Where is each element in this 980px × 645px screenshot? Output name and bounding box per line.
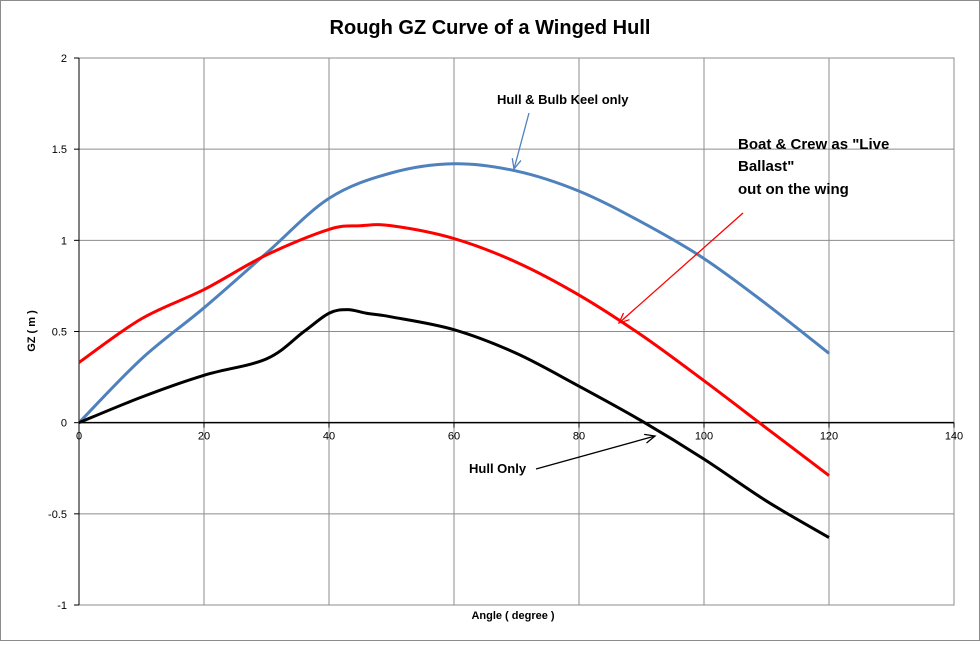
arrow-hull-only <box>535 435 656 470</box>
series-line-hull-bulb-keel <box>77 162 830 424</box>
annotation-arrows <box>511 112 744 470</box>
x-tick-label: 80 <box>573 431 585 443</box>
x-tick-label: 20 <box>198 431 210 443</box>
x-tick-label: 40 <box>323 431 335 443</box>
axes <box>74 57 955 606</box>
y-tick-label: 0.5 <box>52 327 67 339</box>
annotation-live-ballast-line1: Boat & Crew as "Live <box>738 136 889 153</box>
x-tick-label: 120 <box>820 431 838 443</box>
y-axis-label: GZ ( m ) <box>26 310 38 352</box>
arrow-live-ballast-head <box>617 312 630 325</box>
chart-title: Rough GZ Curve of a Winged Hull <box>330 17 651 39</box>
arrow-live-ballast <box>618 212 744 324</box>
arrow-hull-only-head <box>644 433 657 444</box>
x-axis-label: Angle ( degree ) <box>471 610 554 622</box>
x-tick-label: 140 <box>945 431 963 443</box>
x-tick-label: 0 <box>76 431 82 443</box>
annotation-live-ballast-line2: Ballast" <box>738 158 794 175</box>
x-tick-label: 60 <box>448 431 460 443</box>
series-line-hull-only <box>78 308 830 539</box>
y-tick-label: 2 <box>61 53 67 65</box>
x-tick-label: 100 <box>695 431 713 443</box>
y-tick-label: 1 <box>61 235 67 247</box>
annotation-hull-only: Hull Only <box>469 461 527 476</box>
series-line-live-ballast <box>78 223 830 477</box>
arrow-hull-bulb-keel-head <box>511 158 522 171</box>
y-tick-label: -0.5 <box>48 509 67 521</box>
arrow-hull-bulb-keel <box>513 112 530 170</box>
tick-labels: 0 20 40 60 80 100 120 140 -1 -0.5 0 0.5 1 1.5 2 <box>48 53 963 612</box>
y-tick-label: 0 <box>61 418 67 430</box>
series-lines <box>77 162 830 539</box>
annotation-live-ballast-line3: out on the wing <box>738 181 849 198</box>
y-tick-label: 1.5 <box>52 144 67 156</box>
annotation-hull-bulb-keel: Hull & Bulb Keel only <box>497 92 629 107</box>
y-tick-label: -1 <box>57 600 67 612</box>
